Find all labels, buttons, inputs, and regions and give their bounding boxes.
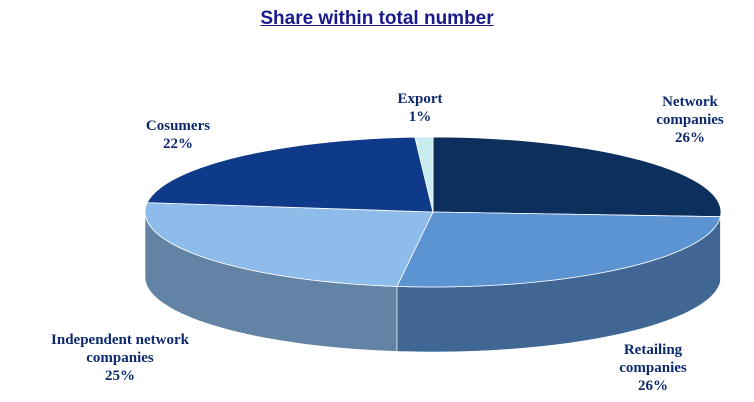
slice-label: Cosumers 22% (128, 117, 228, 153)
slice-label: Export 1% (380, 90, 460, 126)
pie-slice (396, 211, 721, 288)
slice-category: Network companies (656, 94, 724, 128)
slice-value: 1% (408, 109, 432, 125)
slice-category: Retailing companies (619, 342, 687, 376)
pie-slice (144, 202, 434, 287)
pie-slice (432, 136, 722, 218)
slice-value: 25% (105, 368, 135, 384)
chart-title: Share within total number (260, 8, 494, 29)
slice-value: 22% (163, 136, 193, 152)
pie-slice (414, 136, 434, 213)
slice-category: Independent network companies (51, 332, 189, 366)
slice-value: 26% (675, 130, 705, 146)
slice-value: 26% (638, 378, 668, 394)
slice-label: Independent network companies 25% (40, 331, 200, 385)
slice-category: Export (397, 91, 443, 107)
pie-slice (146, 136, 434, 213)
slice-category: Cosumers (145, 118, 211, 134)
slice-label: Network companies 26% (645, 93, 735, 147)
slice-label: Retailing companies 26% (608, 341, 698, 395)
